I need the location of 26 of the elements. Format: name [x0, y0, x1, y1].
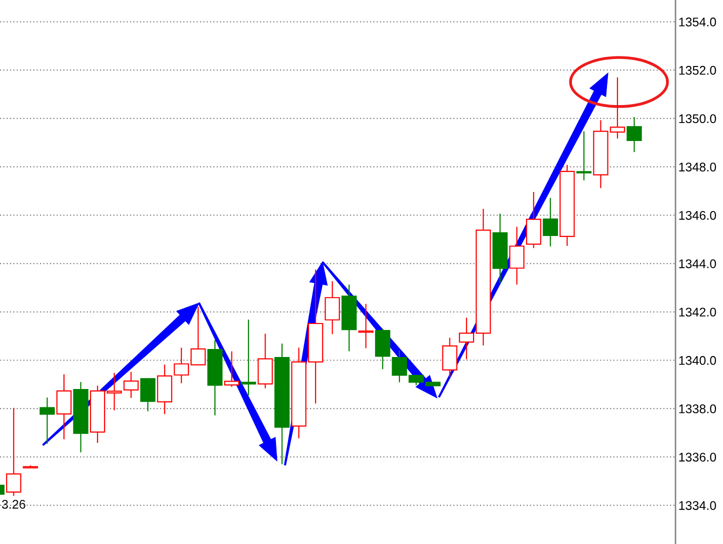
y-tick-label: 1346.0 [679, 210, 716, 220]
x-tick-label: 3.26 [2, 500, 26, 509]
candlestick [123, 371, 139, 399]
candlestick [240, 319, 256, 396]
y-tick-label: 1344.0 [679, 259, 716, 268]
candlestick [6, 407, 22, 496]
candlestick [542, 197, 558, 247]
y-tick-label: 1348.0 [679, 162, 716, 172]
y-tick-label: 1338.0 [679, 404, 716, 414]
y-tick-label: 1350.0 [679, 114, 716, 124]
candlestick [442, 337, 458, 378]
candlestick [324, 280, 340, 335]
candlestick [40, 396, 55, 444]
candlestick [56, 374, 72, 440]
candlestick [224, 350, 240, 388]
candlestick [576, 130, 592, 181]
candlestick [358, 303, 374, 349]
y-tick-label: 1342.0 [679, 308, 716, 317]
y-tick-label: 1334.0 [679, 501, 716, 510]
candlestick [509, 226, 524, 286]
y-tick-label: 1336.0 [679, 452, 716, 462]
candlestick [140, 378, 156, 412]
y-tick-label: 1340.0 [679, 356, 716, 365]
candlestick [626, 116, 642, 153]
y-tick-label: 1352.0 [679, 66, 716, 75]
y-tick-label: 1354.0 [679, 18, 716, 26]
